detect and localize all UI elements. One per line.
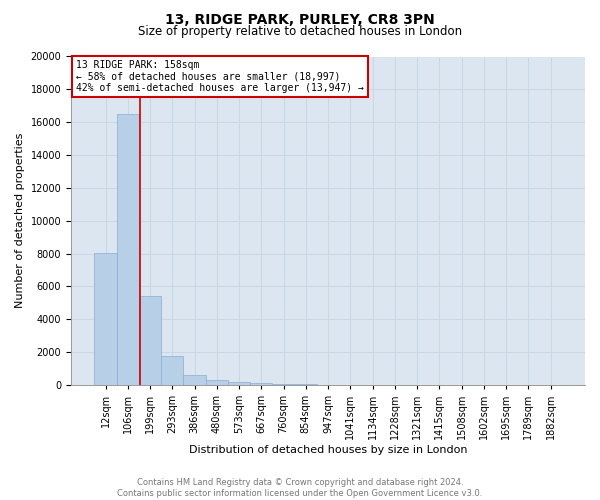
Bar [161,356,184,385]
Bar [94,252,116,385]
Bar [184,376,206,385]
Text: 13, RIDGE PARK, PURLEY, CR8 3PN: 13, RIDGE PARK, PURLEY, CR8 3PN [165,12,435,26]
Text: Contains HM Land Registry data © Crown copyright and database right 2024.
Contai: Contains HM Land Registry data © Crown c… [118,478,482,498]
Bar [250,383,272,385]
Y-axis label: Number of detached properties: Number of detached properties [15,133,25,308]
Bar [116,114,139,385]
Bar [295,384,317,385]
Bar [139,296,161,385]
Text: 13 RIDGE PARK: 158sqm
← 58% of detached houses are smaller (18,997)
42% of semi-: 13 RIDGE PARK: 158sqm ← 58% of detached … [76,60,364,93]
Bar [272,384,295,385]
Text: Size of property relative to detached houses in London: Size of property relative to detached ho… [138,25,462,38]
Bar [228,382,250,385]
Bar [206,380,228,385]
X-axis label: Distribution of detached houses by size in London: Distribution of detached houses by size … [189,445,467,455]
